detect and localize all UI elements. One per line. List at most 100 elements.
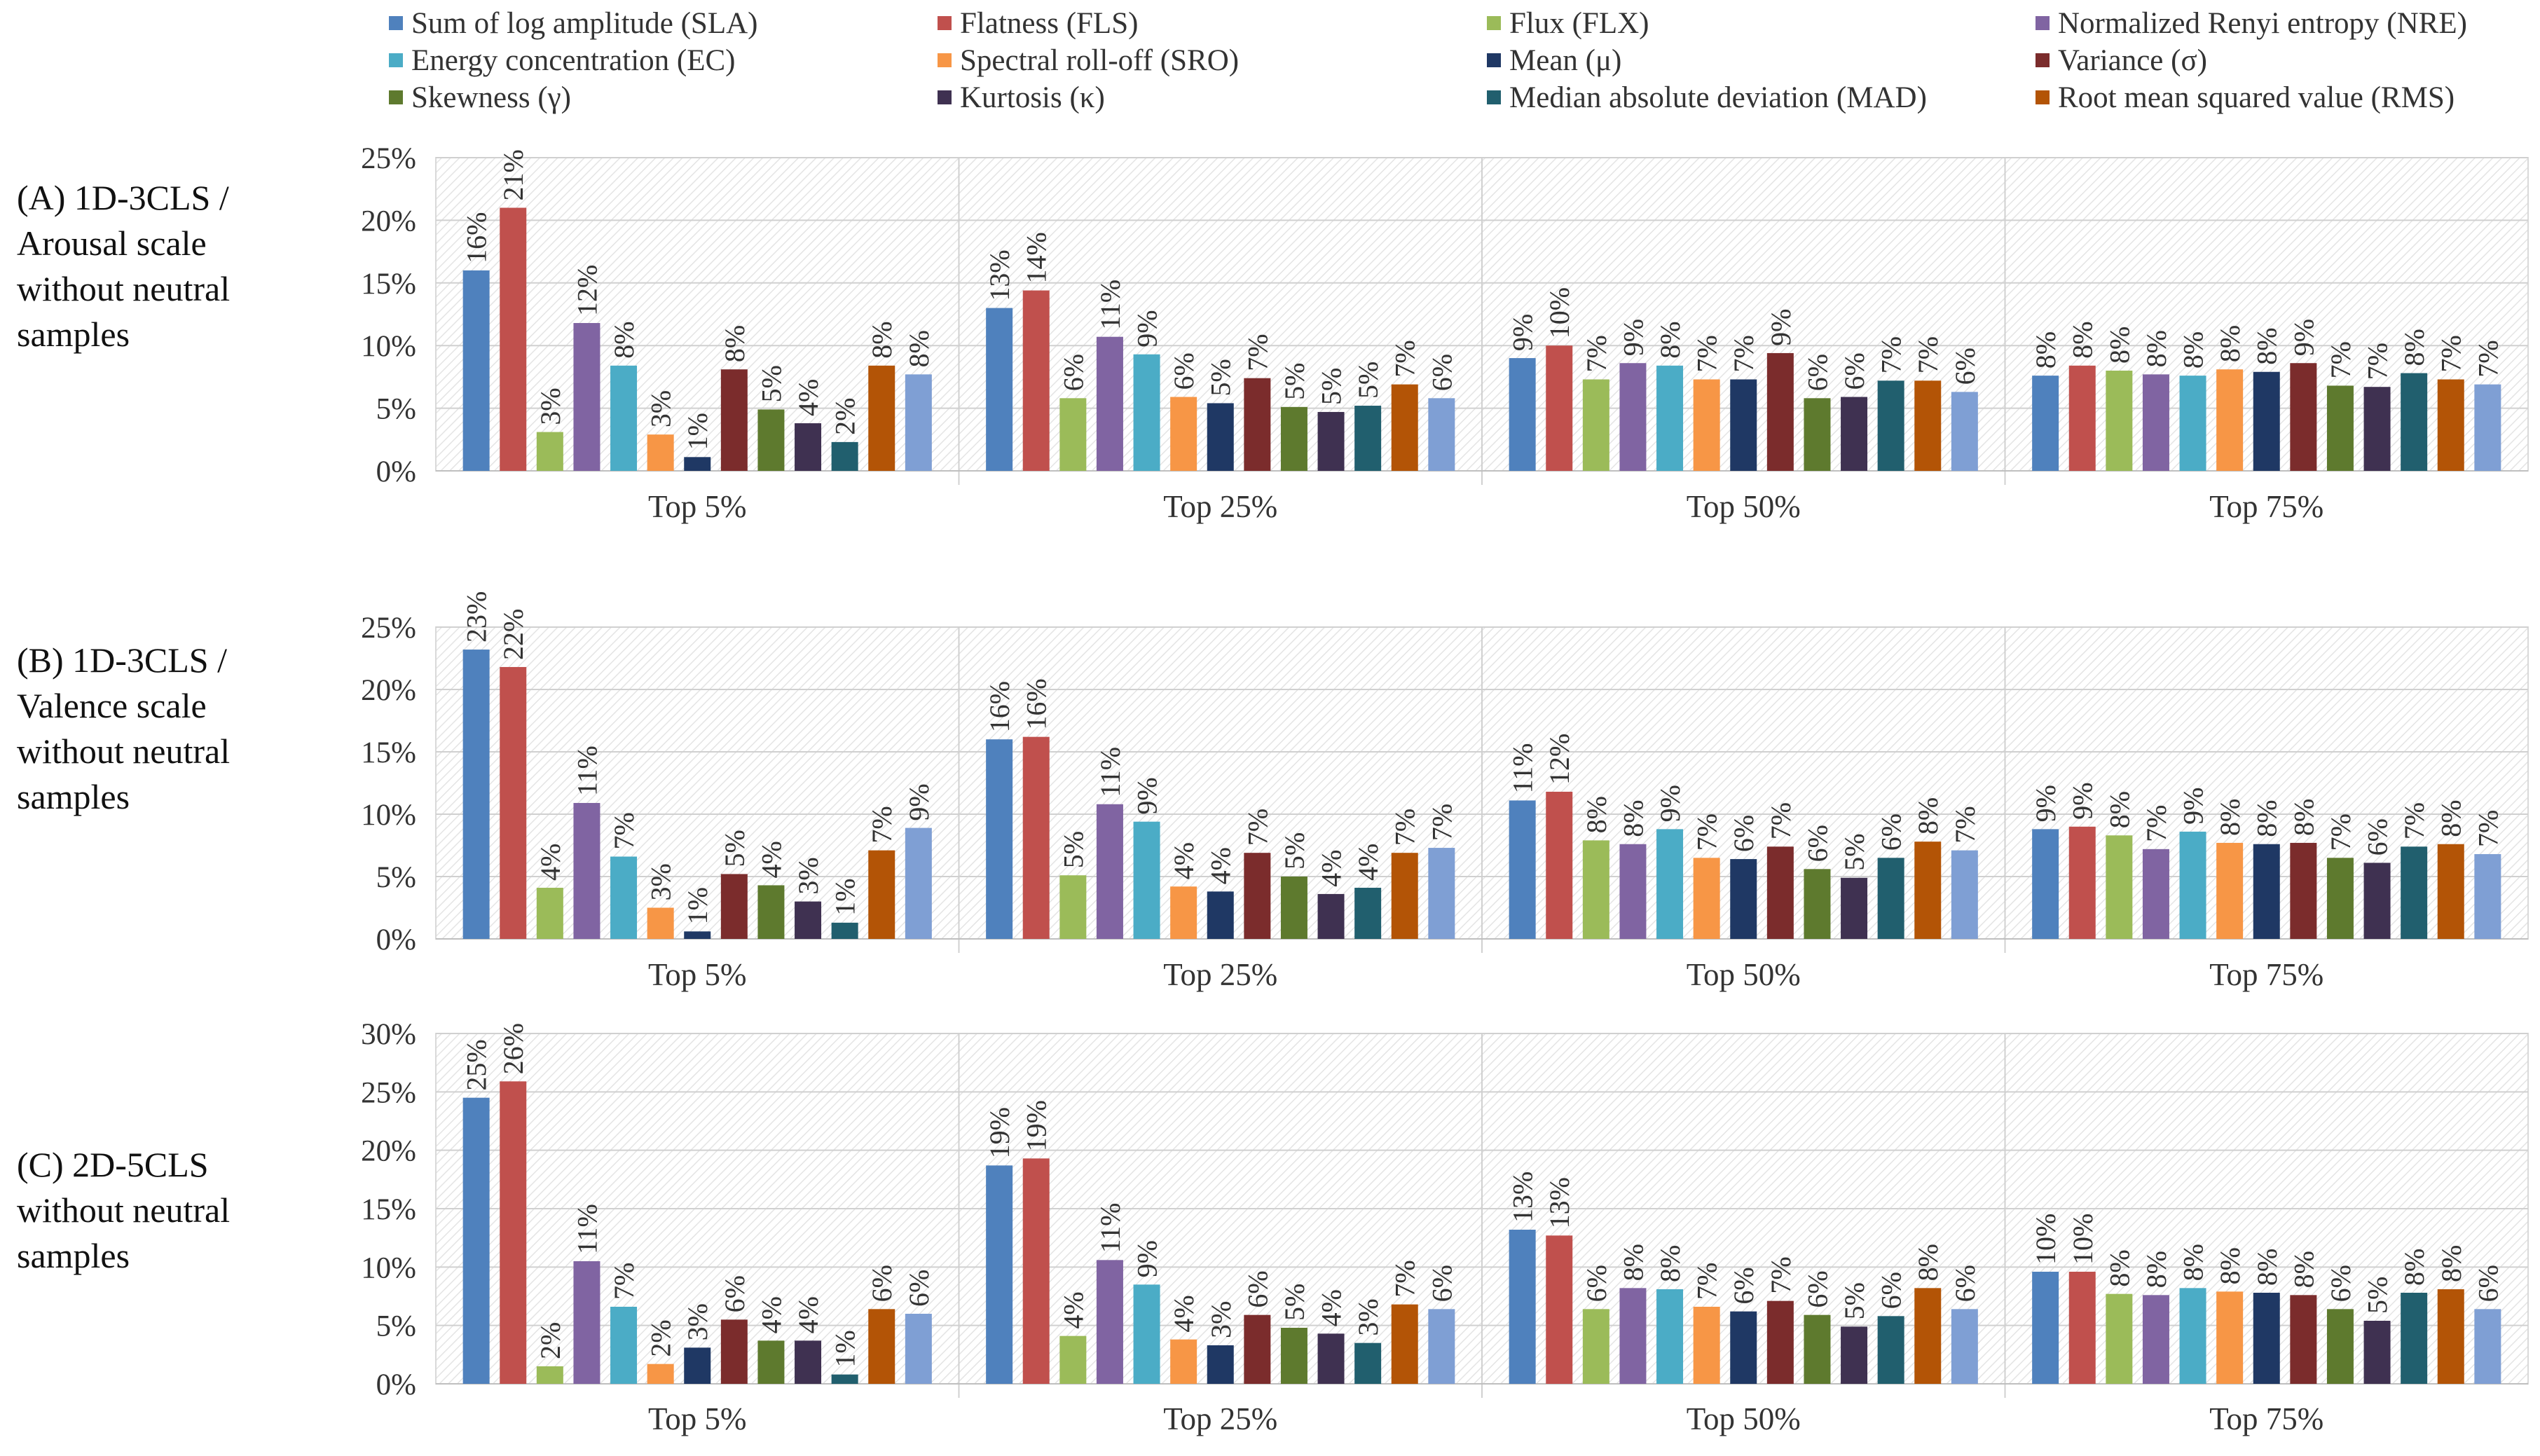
- bar-rms: [868, 365, 895, 471]
- bar-var: [720, 874, 748, 939]
- bar-fls: [1022, 736, 1050, 939]
- bar-mean: [1730, 1311, 1757, 1384]
- data-label: 12%: [1544, 734, 1575, 785]
- bar-skew: [757, 1340, 785, 1384]
- data-label: 11%: [571, 1204, 603, 1254]
- data-label: 7%: [608, 812, 640, 849]
- legend-label: Root mean squared value (RMS): [2058, 81, 2455, 114]
- data-label: 7%: [2436, 335, 2467, 372]
- data-label: 8%: [719, 325, 750, 362]
- bar-skew: [1280, 877, 1307, 939]
- data-label: 7%: [1912, 336, 1944, 373]
- bar-fls: [500, 1081, 527, 1384]
- data-label: 8%: [2214, 325, 2246, 362]
- bar-var: [1766, 1300, 1794, 1384]
- data-label: 1%: [682, 413, 713, 450]
- bar-last: [905, 827, 932, 939]
- bar-skew: [757, 885, 785, 939]
- data-label: 9%: [1617, 319, 1649, 356]
- data-label: 6%: [1057, 354, 1089, 391]
- data-label: 8%: [2251, 327, 2283, 364]
- data-label: 7%: [1949, 806, 1981, 843]
- data-label: 5%: [1279, 1284, 1310, 1321]
- data-label: 8%: [2103, 791, 2135, 828]
- data-label: 7%: [2362, 343, 2394, 380]
- legend-swatch: [1487, 90, 1501, 104]
- bar-last: [1951, 1309, 1978, 1384]
- data-label: 7%: [1426, 804, 1457, 841]
- data-label: 16%: [1021, 678, 1052, 729]
- bar-kurt: [1317, 411, 1345, 471]
- data-label: 9%: [1507, 314, 1539, 351]
- legend-label: Energy concentration (EC): [411, 43, 736, 77]
- data-label: 7%: [1691, 813, 1723, 851]
- legend: Sum of log amplitude (SLA) Flatness (FLS)…: [0, 0, 2540, 126]
- data-label: 4%: [1057, 1291, 1089, 1328]
- bar-nre: [2142, 1295, 2169, 1384]
- data-label: 8%: [2436, 799, 2467, 837]
- data-label: 6%: [1168, 352, 1200, 390]
- data-label: 6%: [1876, 813, 1907, 851]
- y-tick-label: 10%: [361, 1251, 416, 1284]
- data-label: 1%: [830, 879, 861, 916]
- bar-last: [1428, 848, 1455, 939]
- data-label: 9%: [2067, 782, 2099, 819]
- bar-ec: [1656, 365, 1684, 471]
- bar-kurt: [1841, 1326, 1868, 1384]
- bar-kurt: [2363, 1321, 2391, 1384]
- data-label: 8%: [2103, 1249, 2135, 1286]
- bar-sla: [986, 739, 1013, 939]
- bar-rms: [1391, 384, 1418, 471]
- data-label: 14%: [1021, 232, 1052, 283]
- data-label: 4%: [1168, 1295, 1200, 1332]
- y-tick-label: 20%: [361, 1135, 416, 1168]
- data-label: 8%: [1654, 321, 1686, 358]
- bar-last: [2474, 384, 2501, 471]
- bar-skew: [1804, 1314, 1831, 1384]
- data-label: 7%: [1581, 335, 1612, 372]
- data-label: 7%: [1728, 335, 1759, 372]
- legend-item-sro: Spectral roll-off (SRO): [938, 43, 1239, 78]
- data-label: 19%: [984, 1107, 1015, 1158]
- data-label: 9%: [2030, 785, 2061, 822]
- bar-mean: [2253, 844, 2280, 939]
- bar-sla: [462, 1097, 490, 1384]
- data-label: 5%: [1205, 359, 1237, 396]
- data-label: 6%: [1728, 815, 1759, 852]
- bar-ec: [1133, 354, 1160, 471]
- legend-item-skew: Skewness (γ): [389, 80, 571, 115]
- bar-kurt: [1317, 893, 1345, 939]
- data-label: 8%: [2103, 327, 2135, 364]
- legend-item-var: Variance (σ): [2036, 43, 2207, 78]
- bar-sro: [647, 434, 674, 471]
- data-label: 8%: [2067, 321, 2099, 358]
- data-label: 6%: [719, 1275, 750, 1312]
- bar-rms: [2437, 379, 2464, 471]
- legend-item-sla: Sum of log amplitude (SLA): [389, 6, 757, 41]
- legend-swatch: [938, 90, 952, 104]
- data-label: 9%: [2178, 788, 2209, 825]
- legend-label: Mean (μ): [1509, 43, 1622, 77]
- y-tick-label: 15%: [361, 268, 416, 301]
- bar-kurt: [795, 423, 822, 471]
- legend-item-flx: Flux (FLX): [1487, 6, 1649, 41]
- bar-skew: [1804, 869, 1831, 939]
- bar-ec: [610, 856, 638, 939]
- data-label: 3%: [1205, 1301, 1237, 1338]
- bar-mean: [684, 1347, 711, 1384]
- y-tick-label: 25%: [361, 142, 416, 175]
- bar-nre: [1096, 336, 1123, 471]
- bar-skew: [2326, 385, 2354, 471]
- data-label: 5%: [1839, 1282, 1870, 1319]
- legend-swatch: [1487, 16, 1501, 30]
- bar-nre: [1096, 1260, 1123, 1384]
- bar-ec: [2179, 831, 2206, 939]
- bar-last: [1428, 398, 1455, 471]
- bar-sla: [462, 650, 490, 939]
- bar-mad: [831, 1374, 858, 1384]
- data-label: 6%: [2362, 818, 2394, 856]
- data-label: 5%: [1057, 831, 1089, 868]
- bar-last: [1428, 1309, 1455, 1384]
- bar-mad: [831, 922, 858, 939]
- bar-flx: [536, 1366, 563, 1384]
